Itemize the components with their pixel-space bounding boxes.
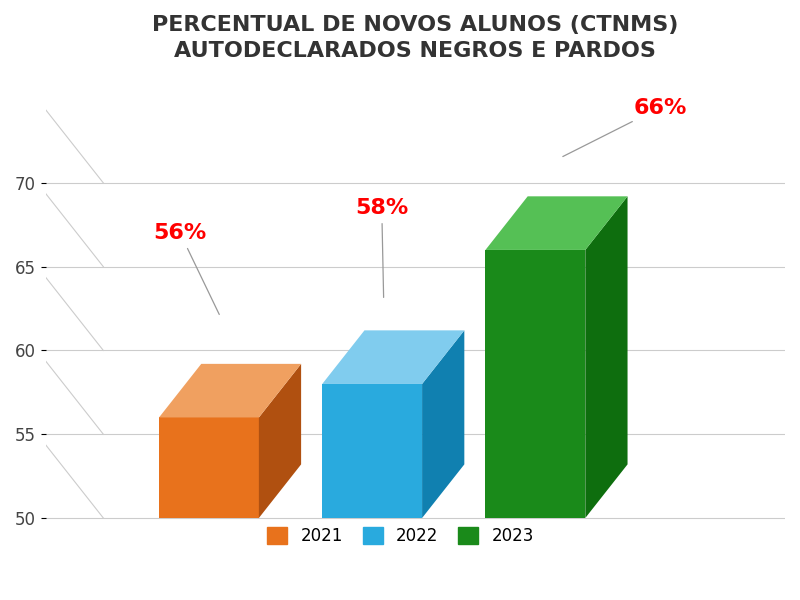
Text: 58%: 58% — [355, 198, 408, 298]
Polygon shape — [586, 196, 627, 518]
Text: 66%: 66% — [563, 98, 687, 157]
Legend: 2021, 2022, 2023: 2021, 2022, 2023 — [258, 519, 542, 554]
Polygon shape — [486, 250, 586, 518]
Polygon shape — [486, 196, 627, 250]
Polygon shape — [322, 331, 464, 384]
Polygon shape — [259, 364, 301, 518]
Polygon shape — [159, 364, 301, 418]
Text: 56%: 56% — [154, 223, 219, 314]
Title: PERCENTUAL DE NOVOS ALUNOS (CTNMS)
AUTODECLARADOS NEGROS E PARDOS: PERCENTUAL DE NOVOS ALUNOS (CTNMS) AUTOD… — [152, 15, 678, 61]
Polygon shape — [159, 418, 259, 518]
Polygon shape — [422, 331, 464, 518]
Polygon shape — [322, 384, 422, 518]
